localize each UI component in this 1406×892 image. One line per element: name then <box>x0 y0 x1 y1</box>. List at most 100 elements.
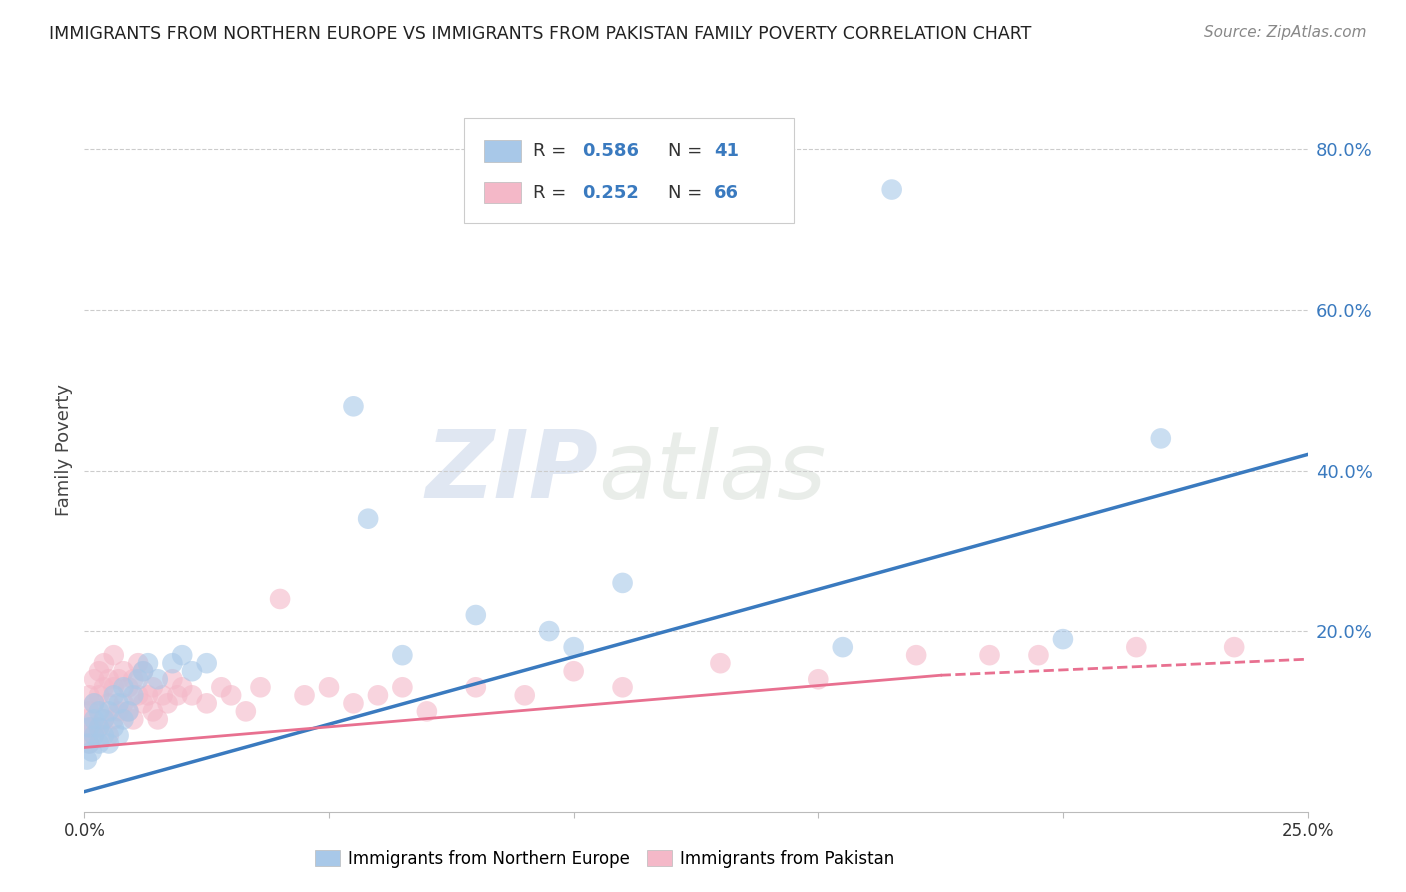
Point <box>77 689 100 703</box>
Point <box>464 680 486 694</box>
Text: R =: R = <box>533 143 572 161</box>
Point <box>152 689 174 703</box>
Point <box>93 728 115 742</box>
Point <box>1028 648 1050 662</box>
Point <box>880 182 903 196</box>
FancyBboxPatch shape <box>464 118 794 223</box>
Point <box>122 673 145 687</box>
Point <box>146 712 169 726</box>
Point <box>87 737 110 751</box>
Point <box>612 680 634 694</box>
Point <box>77 721 100 735</box>
Point <box>83 696 105 710</box>
Point <box>117 705 139 719</box>
Point <box>83 712 105 726</box>
Point <box>979 648 1001 662</box>
Point <box>103 721 125 735</box>
Point <box>249 680 271 694</box>
Point <box>146 673 169 687</box>
Point <box>709 657 731 671</box>
Point <box>97 705 120 719</box>
Point <box>1052 632 1074 646</box>
Point <box>75 728 97 742</box>
Point <box>127 673 149 687</box>
Point <box>269 592 291 607</box>
Point <box>127 657 149 671</box>
Point <box>93 712 115 726</box>
Point <box>562 640 585 655</box>
Point <box>162 673 184 687</box>
Point <box>318 680 340 694</box>
Point <box>136 689 159 703</box>
Text: 66: 66 <box>714 184 740 202</box>
Point <box>97 737 120 751</box>
Text: R =: R = <box>533 184 572 202</box>
Point <box>538 624 561 639</box>
Point <box>464 608 486 623</box>
Point <box>142 705 165 719</box>
Text: 0.252: 0.252 <box>582 184 640 202</box>
Point <box>76 753 98 767</box>
Text: atlas: atlas <box>598 426 827 517</box>
Point <box>162 657 184 671</box>
Point <box>1125 640 1147 655</box>
Point <box>80 744 103 758</box>
Point <box>172 648 194 662</box>
Point <box>136 657 159 671</box>
Point <box>87 721 110 735</box>
Point <box>195 696 218 710</box>
Point <box>83 673 105 687</box>
Text: IMMIGRANTS FROM NORTHERN EUROPE VS IMMIGRANTS FROM PAKISTAN FAMILY POVERTY CORRE: IMMIGRANTS FROM NORTHERN EUROPE VS IMMIG… <box>49 25 1032 43</box>
Point <box>391 680 413 694</box>
FancyBboxPatch shape <box>484 182 522 203</box>
Point <box>93 680 115 694</box>
Point <box>294 689 316 703</box>
Point <box>112 696 135 710</box>
Point <box>195 657 218 671</box>
Point <box>181 664 204 679</box>
Point <box>342 400 364 414</box>
Point <box>132 696 155 710</box>
Point <box>107 673 129 687</box>
Text: ZIP: ZIP <box>425 426 598 518</box>
Point <box>807 673 830 687</box>
Point <box>107 705 129 719</box>
Point <box>83 696 105 710</box>
Point <box>132 664 155 679</box>
Point <box>156 696 179 710</box>
Point <box>831 640 853 655</box>
Point <box>1223 640 1246 655</box>
Point <box>77 737 100 751</box>
Point <box>235 705 257 719</box>
Text: N =: N = <box>668 184 707 202</box>
Point <box>93 657 115 671</box>
Point <box>103 680 125 694</box>
Point <box>77 737 100 751</box>
Point <box>905 648 928 662</box>
Point <box>166 689 188 703</box>
Point <box>112 712 135 726</box>
FancyBboxPatch shape <box>484 141 522 162</box>
Point <box>391 648 413 662</box>
Point <box>416 705 439 719</box>
Point <box>342 696 364 710</box>
Point <box>122 712 145 726</box>
Point <box>209 680 232 694</box>
Point <box>357 511 380 525</box>
Point <box>142 680 165 694</box>
Point <box>107 728 129 742</box>
Point <box>83 728 105 742</box>
Point <box>77 705 100 719</box>
Point <box>117 680 139 694</box>
Text: Source: ZipAtlas.com: Source: ZipAtlas.com <box>1204 25 1367 40</box>
Point <box>112 680 135 694</box>
Point <box>80 721 103 735</box>
Point <box>97 728 120 742</box>
Point <box>87 689 110 703</box>
Point <box>103 689 125 703</box>
Point <box>562 664 585 679</box>
Point <box>112 664 135 679</box>
Point <box>1150 431 1173 445</box>
Text: 41: 41 <box>714 143 740 161</box>
Point <box>117 705 139 719</box>
